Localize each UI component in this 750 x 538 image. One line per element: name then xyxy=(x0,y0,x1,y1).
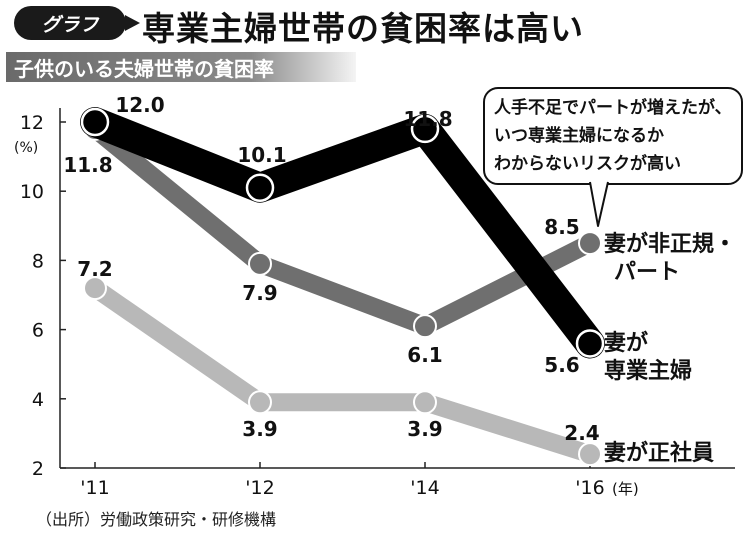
data-point xyxy=(578,231,602,256)
y-tick-label: 6 xyxy=(32,320,44,342)
series-line-full-time-employee xyxy=(86,279,599,464)
y-tick-label: 10 xyxy=(20,181,44,203)
page-title: 専業主婦世帯の貧困率は高い xyxy=(142,9,584,48)
data-label: 7.2 xyxy=(77,257,112,281)
callout-box xyxy=(483,87,743,185)
y-unit-label: (%) xyxy=(14,140,38,156)
series-label: 妻が正社員 xyxy=(604,440,714,466)
data-label: 2.4 xyxy=(564,421,599,445)
y-tick-label: 12 xyxy=(20,112,44,134)
series-label: 妻が非正規・ xyxy=(604,231,736,257)
data-point xyxy=(248,390,272,415)
graph-badge: グラフ xyxy=(14,6,140,40)
callout-pointer xyxy=(589,181,609,227)
data-label: 12.0 xyxy=(115,93,164,117)
y-tick-label: 2 xyxy=(32,458,44,480)
y-tick-label: 8 xyxy=(32,250,44,272)
data-point xyxy=(413,390,437,415)
callout-text: わからないリスクが高い xyxy=(494,153,681,174)
subtitle-bar xyxy=(6,52,356,82)
x-tick-label: '12 xyxy=(245,477,274,499)
data-label: 7.9 xyxy=(242,281,277,305)
series-label: パート xyxy=(614,260,680,285)
data-point xyxy=(575,329,605,358)
series-line-full-time-housewife xyxy=(80,107,605,359)
data-label: 11.8 xyxy=(63,153,112,177)
data-label: 3.9 xyxy=(407,417,442,441)
x-tick-label: '11 xyxy=(80,477,109,499)
data-point xyxy=(578,442,602,467)
data-label: 8.5 xyxy=(544,215,579,239)
data-point xyxy=(413,314,437,339)
header: グラフ 専業主婦世帯の貧困率は高い xyxy=(0,0,750,48)
x-tick-label: '16 xyxy=(575,477,604,499)
series-label: 専業主婦 xyxy=(604,358,692,384)
data-label: 11.8 xyxy=(403,107,452,131)
data-point xyxy=(410,114,440,144)
chart-subtitle: 子供のいる夫婦世帯の貧困率 xyxy=(14,57,274,81)
series-line-part-time xyxy=(86,119,599,336)
series-label: 妻が xyxy=(604,330,648,356)
source-footnote: （出所）労働政策研究・研修機構 xyxy=(36,510,277,529)
callout-text: いつ専業主婦になるか xyxy=(494,125,664,146)
data-label: 6.1 xyxy=(407,343,442,367)
data-label: 5.6 xyxy=(544,353,579,377)
data-point xyxy=(245,173,275,202)
callout-text: 人手不足でパートが増えたが、 xyxy=(494,97,732,118)
data-label: 10.1 xyxy=(237,143,286,167)
y-tick-label: 4 xyxy=(32,389,44,411)
x-unit-label: (年) xyxy=(612,480,639,498)
data-point xyxy=(248,251,272,276)
data-point xyxy=(83,276,107,301)
x-tick-label: '14 xyxy=(410,477,439,499)
data-label: 3.9 xyxy=(242,417,277,441)
data-point xyxy=(80,107,110,137)
